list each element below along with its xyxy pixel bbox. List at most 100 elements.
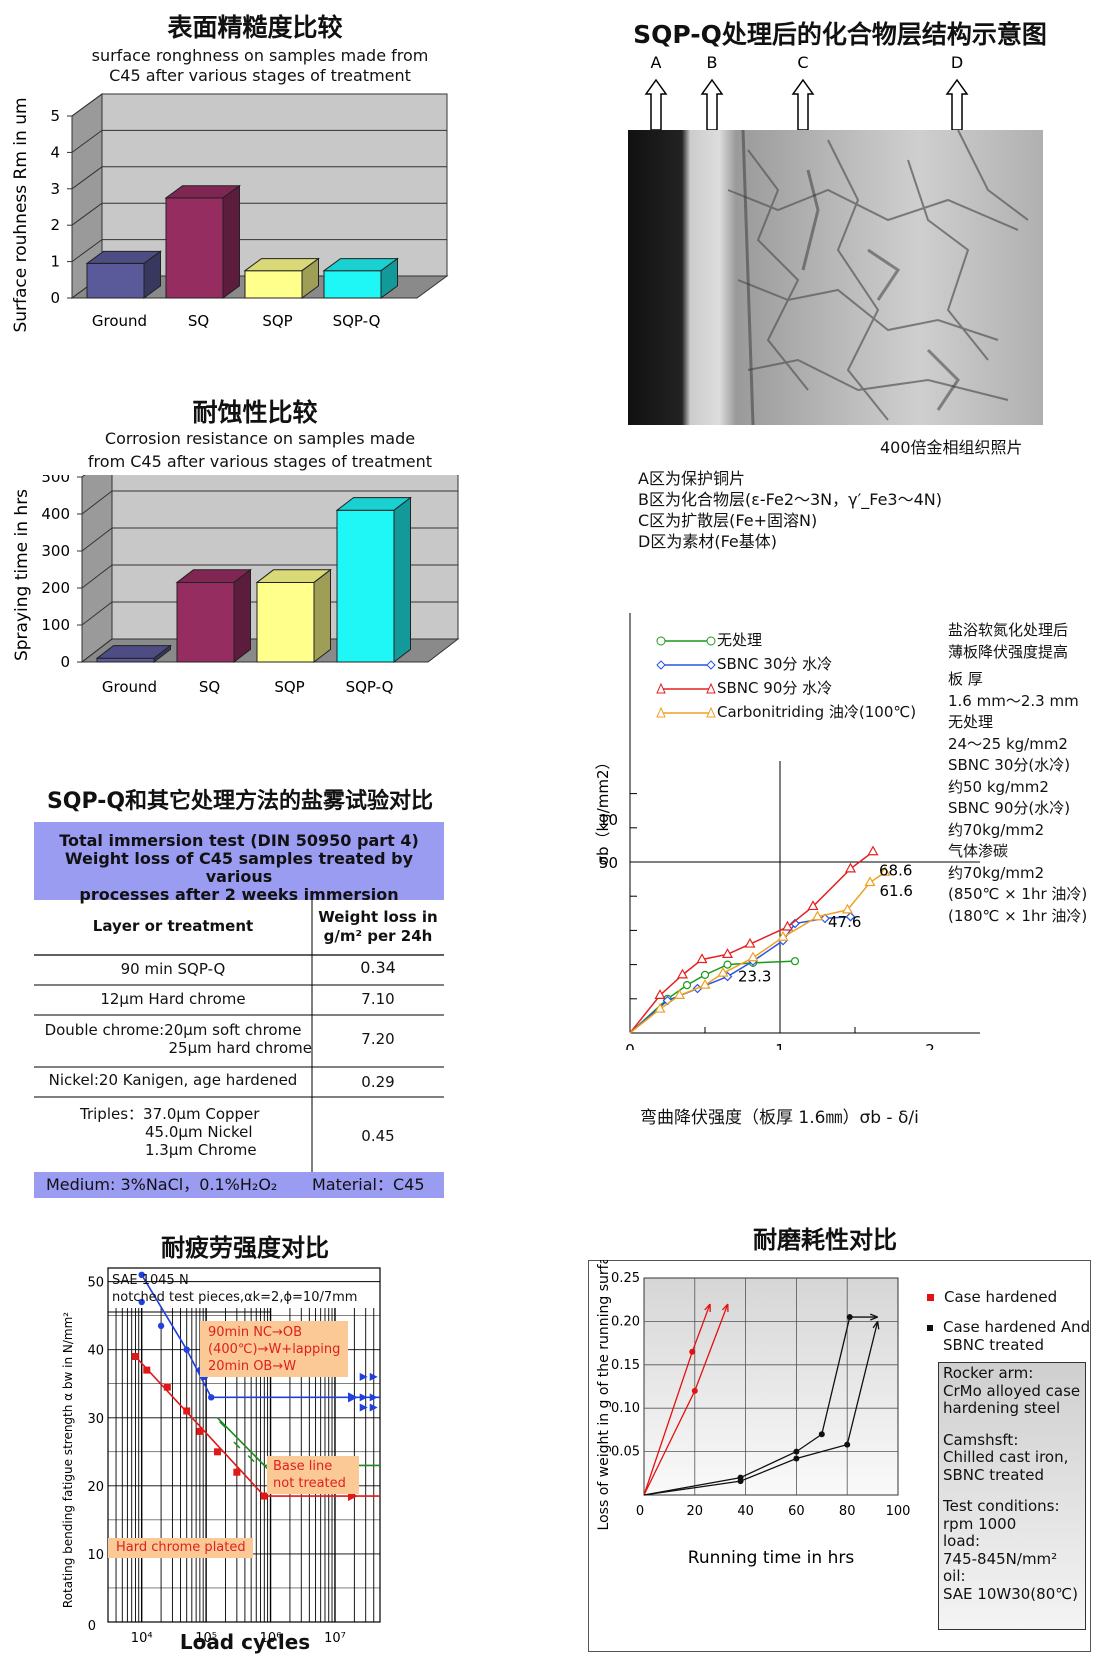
corrosion-title: 耐蚀性比较 [192,398,318,427]
x-tick-label: 100 [886,1504,911,1519]
y-axis-label: σb（kg/mm2） [594,754,612,865]
data-point [219,1421,227,1429]
table-row-line: 25μm hard chrome [168,1039,312,1057]
x-tick-label: SQ [188,312,209,330]
table-cell-value: 0.34 [360,958,396,977]
x-tick-label: 0 [625,1041,635,1050]
data-point [867,845,879,856]
legend-label-sbnc30: SBNC 30分 水冷 [717,655,833,673]
data-point [793,1455,800,1462]
fatigue-note-2: notched test pieces,αk=2,ϕ=10/7mm [112,1290,358,1305]
gridline [81,564,113,589]
gridline [71,93,103,117]
data-point [682,981,692,990]
gridline [71,239,103,263]
wear-info-line: hardening steel [943,1399,1061,1417]
wear-info-line: SAE 10W30(80℃) [943,1584,1078,1603]
yield-note-line: 约50 kg/mm2 [948,777,1049,796]
up-arrow-icon [644,78,668,131]
series-line [629,851,874,1034]
data-point [233,1468,241,1476]
y-tick-label: 10 [599,811,618,829]
data-point [699,978,711,989]
data-point [879,866,891,876]
y-tick-label: 0.20 [611,1314,640,1329]
y-tick-label: 50 [87,1276,104,1291]
zone-label: C [797,53,808,72]
y-axis-label: Rotating bending fatigue strength α bw i… [61,1312,75,1608]
structure-arrows: A B C D [644,53,969,131]
x-tick-label: 80 [839,1504,856,1519]
y-axis-label: Surface rouhness Rm in um [11,97,31,332]
wear-info-line: load: [943,1532,981,1550]
salt-footer-medium: Medium: 3%NaCl，0.1%H₂O₂ [46,1175,278,1194]
data-point [654,989,666,999]
salt-col2-line1: Weight loss in [318,908,438,926]
y-tick-label: 50 [599,854,618,872]
wear-info-line: SBNC treated [943,1465,1045,1484]
legend-label-carbo: Carbonitriding 油冷(100℃) [717,703,917,721]
x-tick-label: 10⁶ [260,1631,282,1646]
data-point [747,951,759,962]
x-tick-label: 10⁵ [195,1631,217,1646]
y-tick-label: 0.05 [611,1445,640,1460]
table-cell-value: 7.20 [361,1030,395,1048]
yield-note-line: 约70kg/mm2 [948,820,1045,839]
fatigue-note-1: SAE 1045 N [112,1273,189,1288]
x-tick-label: Ground [92,312,147,330]
series-line [141,1274,380,1399]
wear-legend-2-line2: SBNC treated [943,1336,1045,1354]
data-point [841,903,854,914]
salt-header-line1: Total immersion test (DIN 50950 part 4) [59,831,419,850]
data-point [820,913,830,924]
data-point [673,989,686,999]
arrowhead [872,1321,880,1330]
gridline [71,202,103,226]
bar-side [313,568,331,664]
data-point [781,920,794,931]
gridline [81,527,113,552]
salt-table-lines [34,900,444,1172]
data-point [689,1348,696,1355]
x-tick-label: 40 [737,1504,754,1519]
table-row: 90 min SQP-Q [120,960,226,978]
data-point [676,968,689,979]
data-point [845,911,856,922]
arrowhead [359,1372,378,1381]
x-tick-label: 10⁷ [324,1631,346,1646]
legend-swatch-sbnc90 [656,682,716,693]
salt-title: SQP-Q和其它处理方法的盐雾试验对比 [46,789,434,814]
yield-note-line: 无处理 [948,713,994,731]
up-arrow-icon [700,78,724,131]
yield-note-line: (850℃ × 1hr 油冷) [948,885,1088,903]
fatigue-box-base: Base line not treated [267,1456,359,1494]
y-tick-label: 2 [50,216,60,234]
gridline [71,129,103,153]
bar [165,197,224,299]
data-point [790,957,800,966]
data-point [846,1314,853,1321]
bar [244,270,303,299]
table-cell-value: 0.45 [361,1127,395,1145]
legend-marker-red [927,1294,934,1301]
table-row-line: Triples：37.0μm Copper [80,1105,260,1123]
salt-header-line3: processes after 2 weeks immersion [79,885,399,904]
data-point [183,1346,190,1353]
data-point [844,862,857,873]
legend-swatch-marker [706,636,716,645]
y-tick-label: 0 [88,1619,96,1634]
data-point [737,1478,744,1485]
wear-legend-2: Case hardened And SBNC treated [927,1318,1090,1354]
up-arrow-icon [791,78,815,131]
x-tick-label: Ground [102,678,157,696]
x-tick-label: 60 [788,1504,805,1519]
gridline [71,166,103,190]
arrowhead [721,1303,729,1313]
arrowhead [359,1403,378,1412]
wear-legend-2-line1: Case hardened And [927,1318,1090,1336]
y-tick-label: 0.10 [611,1401,640,1416]
legend-label-none: 无处理 [717,631,763,649]
structure-desc: A区为保护铜片 B区为化合物层(ε-Fe2～3N，γ′_Fe3～4N) C区为扩… [638,468,942,552]
data-label: 68.6 [879,862,912,880]
y-tick-label: 100 [41,616,70,634]
